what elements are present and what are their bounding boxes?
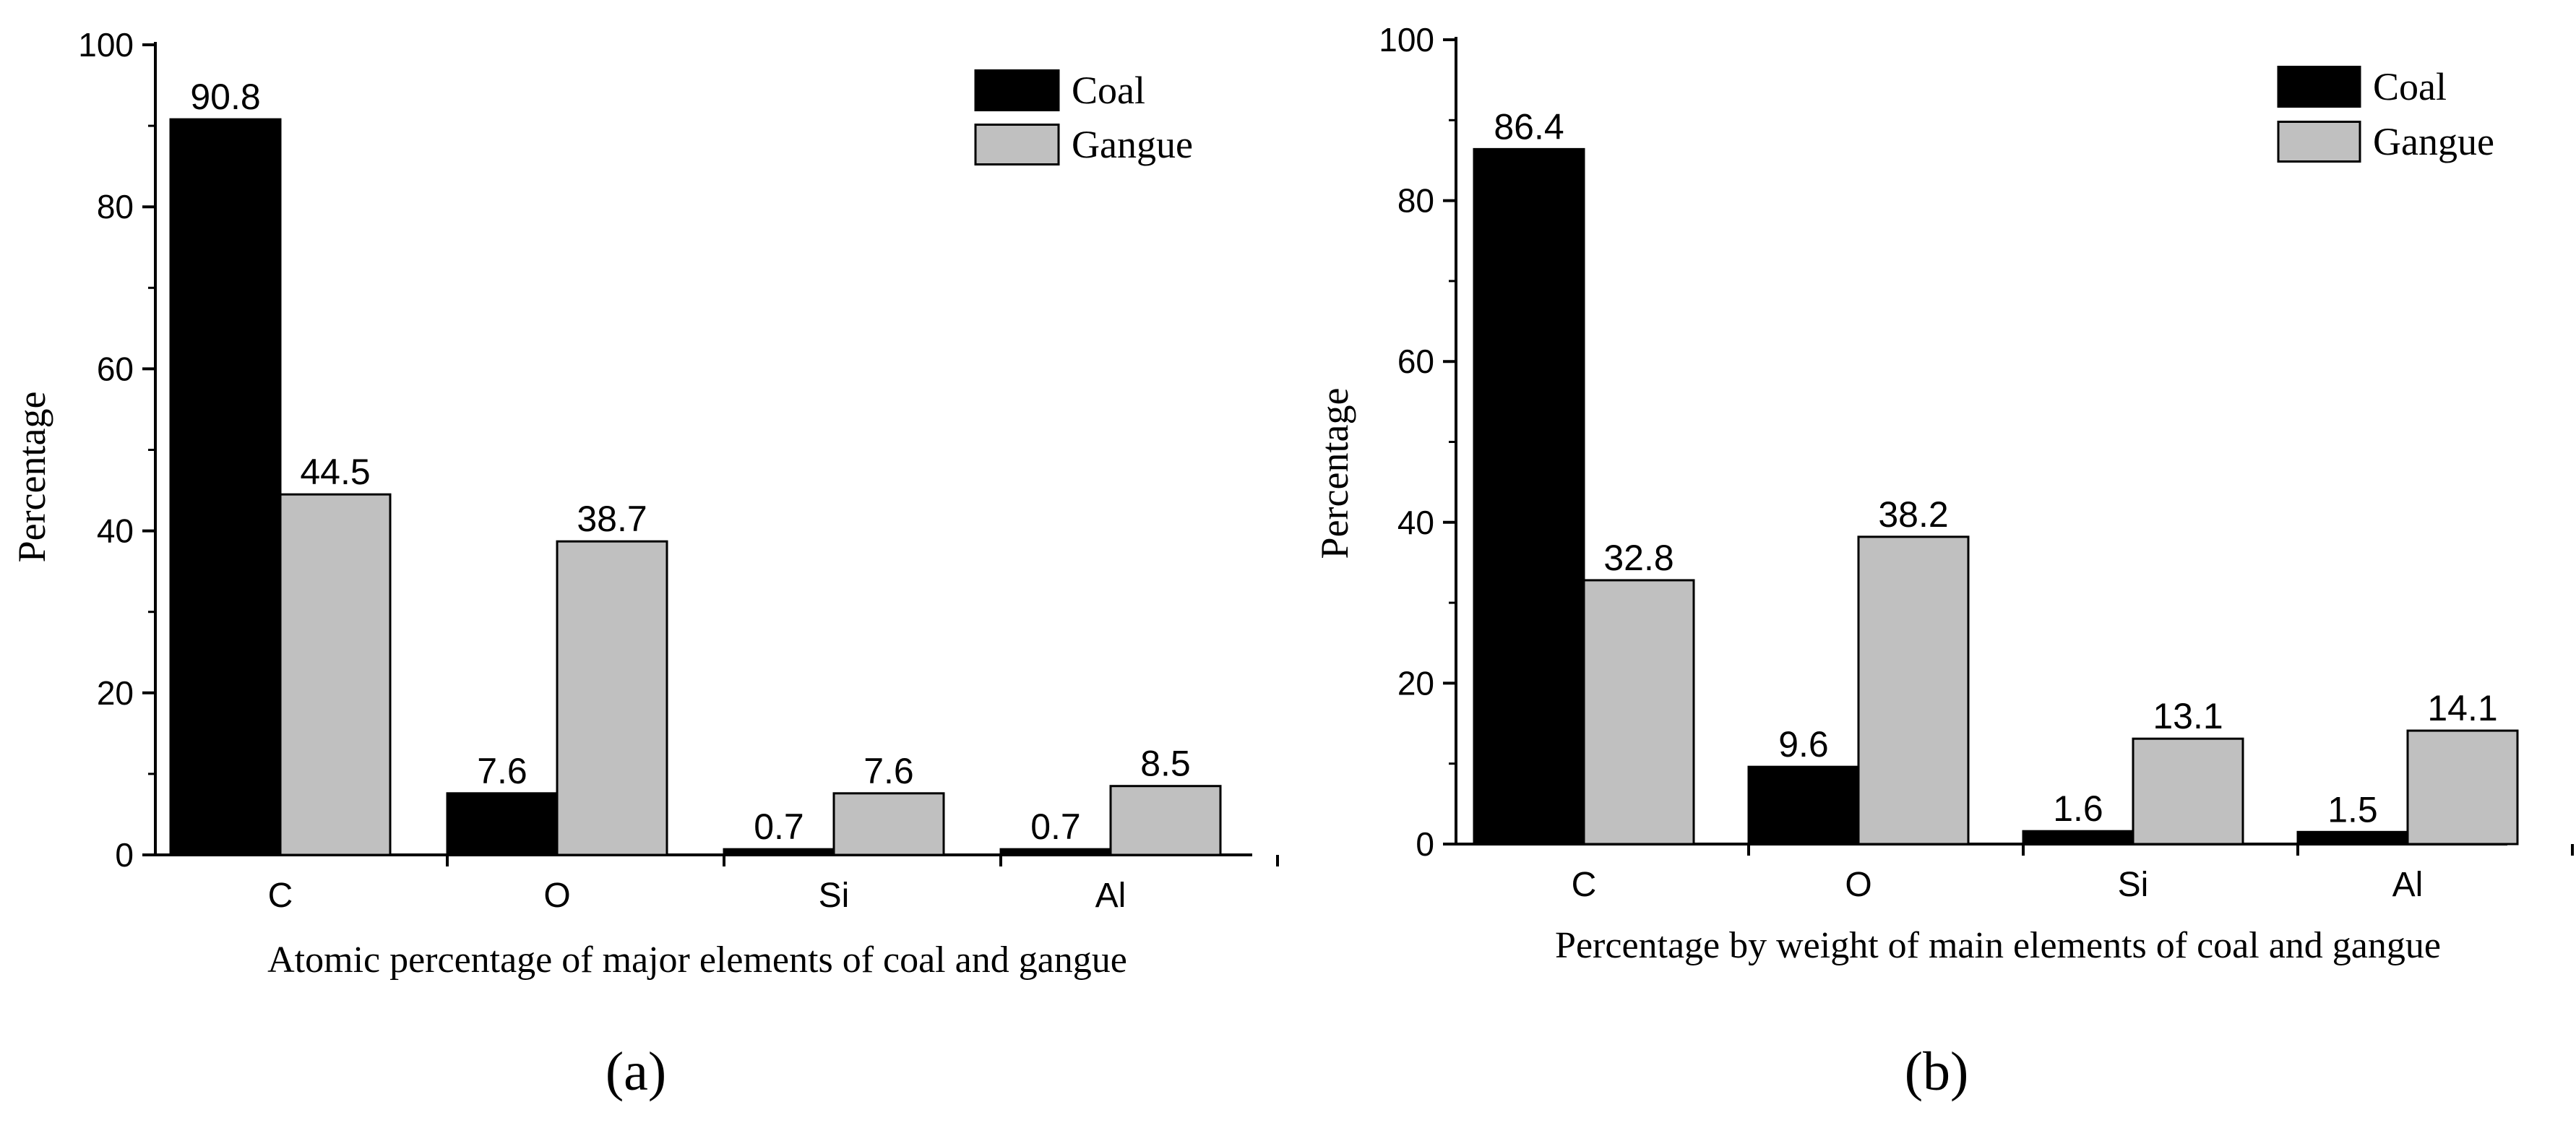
data-label: 86.4 [1494, 106, 1564, 147]
y-tick-label: 40 [1397, 504, 1434, 541]
x-tick-label: Si [819, 877, 850, 915]
x-tick-label: O [543, 877, 570, 915]
bar-gangue-c [1582, 579, 1695, 846]
panel-label: (a) [606, 1041, 666, 1102]
y-tick-label: 100 [78, 26, 134, 64]
y-tick-label: 0 [115, 836, 134, 874]
legend-swatch-gangue [974, 124, 1060, 165]
data-label: 44.5 [300, 452, 370, 492]
x-axis-title: Percentage by weight of main elements of… [1555, 925, 2441, 966]
x-tick-label: O [1845, 866, 1871, 904]
chart-panel-b: 0 20 40 60 80 100 86.4 9.6 1.6 1.5 32.8 38.2 13.1 14.… [1313, 21, 2574, 1102]
bar-coal-c [1473, 147, 1585, 846]
y-tick-label: 80 [1397, 182, 1434, 220]
x-tick-label: Al [2392, 866, 2424, 904]
data-label: 0.7 [1030, 806, 1081, 847]
y-tick-label: 100 [1379, 21, 1434, 59]
data-label: 38.2 [1878, 494, 1948, 535]
bar-coal-o [1747, 765, 1860, 846]
data-label: 14.1 [2427, 688, 2497, 728]
legend-label-coal: Coal [2373, 65, 2447, 108]
bar-coal-o [446, 792, 559, 856]
bar-gangue-o [1857, 535, 1970, 846]
bar-coal-c [169, 118, 282, 856]
data-label: 0.7 [754, 806, 804, 847]
bar-gangue-al [1109, 785, 1222, 856]
panel-label: (b) [1905, 1041, 1969, 1102]
data-label: 7.6 [863, 751, 914, 791]
data-label: 7.6 [477, 751, 527, 791]
y-tick-label: 60 [1397, 343, 1434, 380]
legend-label-gangue: Gangue [2373, 120, 2494, 163]
data-label: 38.7 [577, 499, 647, 539]
bar-gangue-c [279, 493, 392, 856]
bar-gangue-al [2406, 729, 2519, 846]
bar-gangue-si [832, 792, 945, 856]
x-tick-label: C [1572, 866, 1597, 904]
bar-coal-si [2022, 830, 2135, 846]
legend-swatch-gangue [2277, 121, 2361, 163]
legend: Coal Gangue [974, 69, 1193, 166]
data-label: 9.6 [1778, 724, 1829, 765]
x-tick-label: Si [2118, 866, 2149, 904]
bar-coal-al [999, 848, 1112, 856]
y-tick-label: 40 [97, 512, 134, 550]
x-tick-label: Al [1095, 877, 1127, 915]
data-label: 90.8 [190, 77, 260, 117]
y-axis-title: Percentage [10, 392, 53, 563]
bar-gangue-o [556, 540, 668, 856]
legend-swatch-coal [2277, 66, 2361, 108]
legend: Coal Gangue [2277, 65, 2494, 163]
legend-swatch-coal [974, 69, 1060, 111]
y-tick-label: 80 [97, 188, 134, 225]
data-label: 1.6 [2053, 788, 2103, 829]
data-label: 1.5 [2327, 789, 2378, 830]
chart-panel-a: 0 20 40 60 80 100 90.8 7.6 0.7 0.7 44.5 38.7 7.6 8.5 C… [10, 26, 1279, 1102]
bar-coal-si [723, 848, 835, 856]
data-label: 13.1 [2153, 696, 2223, 736]
y-tick-label: 20 [1397, 664, 1434, 702]
y-tick-label: 20 [97, 674, 134, 712]
y-tick-label: 60 [97, 350, 134, 387]
legend-label-coal: Coal [1072, 69, 1145, 112]
legend-label-gangue: Gangue [1072, 123, 1193, 166]
data-label: 32.8 [1603, 538, 1673, 578]
bar-gangue-si [2132, 737, 2244, 846]
x-tick-label: C [268, 877, 293, 915]
bar-coal-al [2296, 830, 2409, 846]
data-label: 8.5 [1140, 744, 1191, 784]
y-tick-label: 0 [1416, 825, 1434, 863]
x-axis-title: Atomic percentage of major elements of c… [267, 939, 1127, 981]
y-axis-title: Percentage [1313, 388, 1356, 559]
